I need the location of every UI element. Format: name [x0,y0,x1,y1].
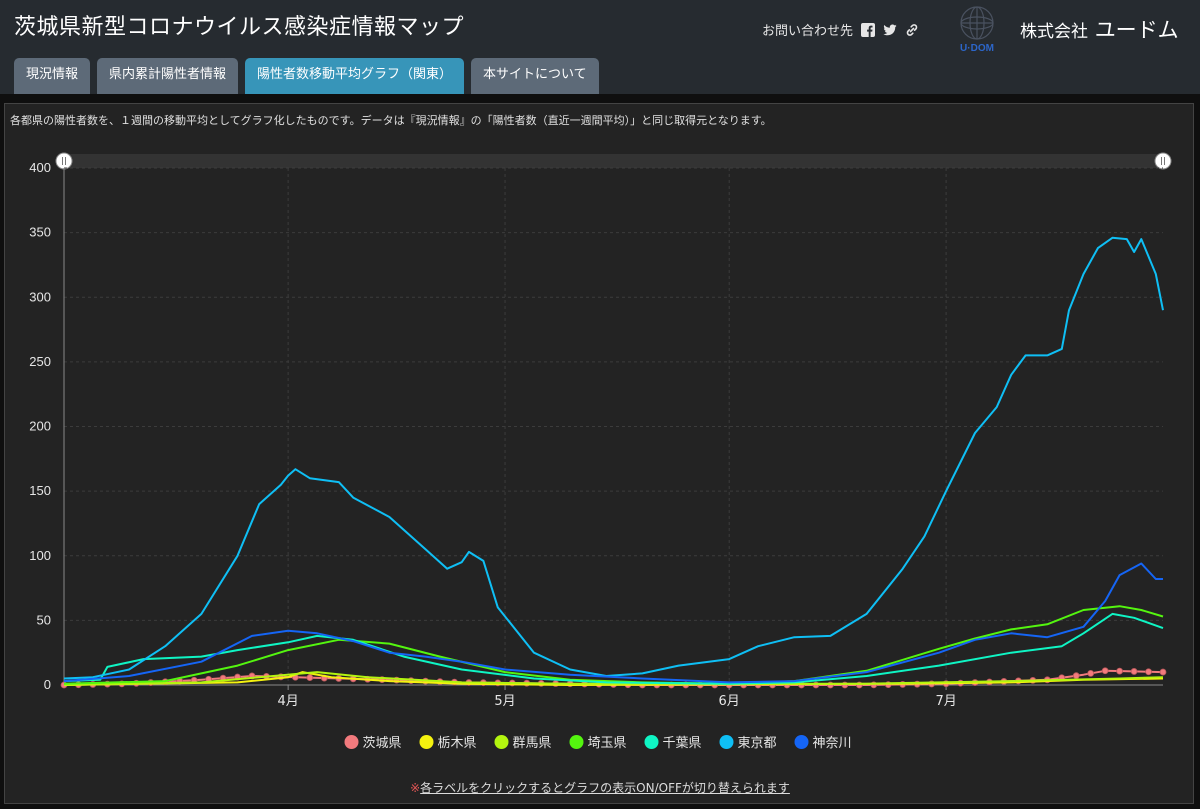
x-tick-label: 7月 [935,694,956,709]
legend-item-6[interactable]: 東京都 [719,735,777,751]
legend-item-7[interactable]: 神奈川 [794,735,852,751]
y-tick-label: 100 [29,548,51,563]
series-line-5 [63,612,1164,685]
legend-swatch [344,735,359,749]
legend-swatch [794,735,809,749]
series-marker [1130,668,1138,675]
y-tick-label: 250 [29,354,51,369]
site-title: 茨城県新型コロナウイルス感染症情報マップ [14,15,465,40]
series-line-4 [63,605,1164,685]
legend-note: ※各ラベルをクリックするとグラフの表示ON/OFFが切り替えられます [410,781,790,795]
contact-group: お問い合わせ先 [762,20,919,39]
y-tick-label: 300 [29,289,51,304]
y-tick-label: 350 [29,225,51,240]
legend-label: 埼玉県 [588,736,627,751]
range-handle-left[interactable] [55,152,73,170]
y-tick-label: 150 [29,483,51,498]
y-tick-label: 400 [29,160,51,175]
y-tick-label: 0 [44,677,51,692]
series-line-2 [63,671,1164,686]
x-tick-label: 5月 [494,694,515,709]
legend-item-5[interactable]: 千葉県 [644,735,702,751]
legend-swatch [644,735,659,749]
tab-1[interactable]: 現況情報 [14,58,91,94]
series-line-3 [63,671,1164,686]
contact-link[interactable]: お問い合わせ先 [762,24,854,39]
series-line-7 [63,562,1163,684]
legend-label: 茨城県 [363,736,402,751]
udom-logo: U·DOM [960,6,994,54]
site-header: 茨城県新型コロナウイルス感染症情報マップ お問い合わせ先 U·DOM 株式会社 … [0,0,1200,94]
y-tick-label: 200 [29,419,51,434]
series-marker [1101,667,1109,675]
legend-label: 東京都 [738,735,777,751]
series-marker [306,674,314,682]
range-slider-track[interactable] [64,154,1163,168]
tab-bar: 現況情報 県内累計陽性者情報 陽性者数移動平均グラフ（関東） 本サイトについて [14,58,599,94]
tab-2[interactable]: 県内累計陽性者情報 [97,58,239,94]
x-tick-label: 6月 [719,694,740,709]
link-icon[interactable] [905,23,919,37]
range-handle-right[interactable] [1154,152,1172,170]
tab-4[interactable]: 本サイトについて [471,58,599,94]
series-marker [1145,668,1152,676]
legend-label: 群馬県 [513,736,552,751]
series-marker [1159,668,1167,676]
series-marker [1087,669,1095,677]
legend-label: 千葉県 [663,736,702,751]
legend-item-2[interactable]: 栃木県 [419,735,477,751]
series-marker [1116,667,1124,675]
y-tick-label: 50 [37,612,51,627]
x-tick-label: 4月 [277,694,298,709]
legend-item-3[interactable]: 群馬県 [494,735,552,751]
facebook-icon[interactable] [861,22,876,37]
legend-label: 神奈川 [813,736,852,751]
twitter-icon[interactable] [883,23,897,37]
logo-text: U·DOM [960,43,994,54]
legend-item-4[interactable]: 埼玉県 [569,735,627,751]
legend-swatch [719,735,734,749]
legend-swatch [569,735,584,749]
graph-description: 各都県の陽性者数を、１週間の移動平均としてグラフ化したものです。データは『現況情… [10,114,772,127]
legend-label: 栃木県 [438,736,477,751]
legend-swatch [494,735,509,749]
company-name: 株式会社 ユードム [1020,18,1179,42]
series-marker [1072,672,1080,680]
series-line-6 [63,236,1164,680]
tab-3[interactable]: 陽性者数移動平均グラフ（関東） [245,58,465,94]
legend-swatch [419,735,434,749]
legend-item-1[interactable]: 茨城県 [344,735,402,751]
